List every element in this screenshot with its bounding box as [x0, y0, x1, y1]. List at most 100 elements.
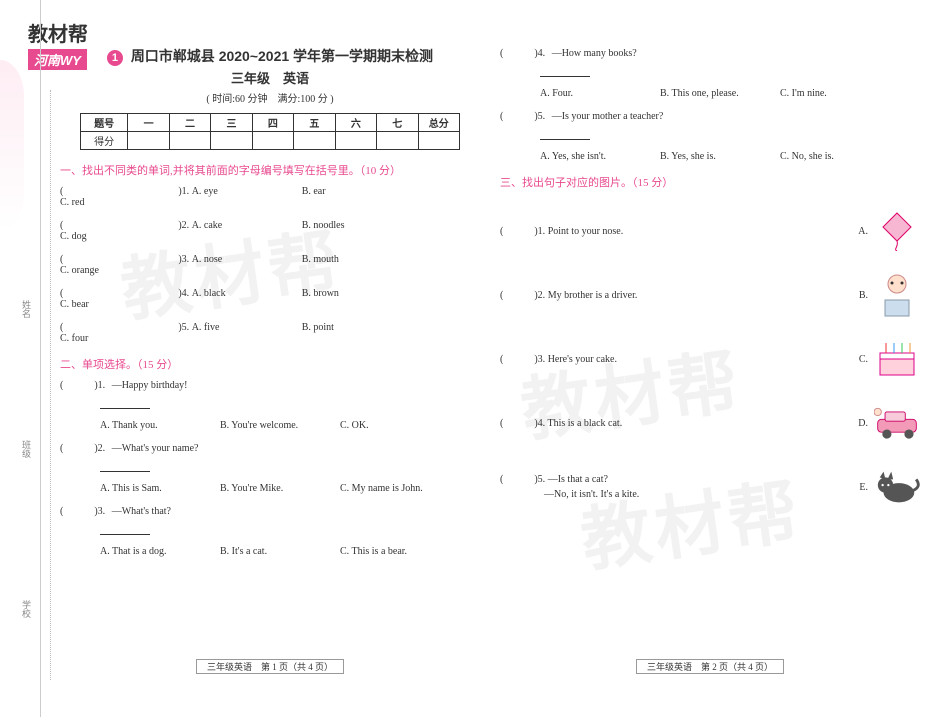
- page-2-footer: 三年级英语 第 2 页（共 4 页）: [636, 659, 784, 674]
- th: 总分: [418, 114, 459, 132]
- blank-line: [540, 67, 590, 77]
- option: C. orange: [60, 265, 170, 276]
- match-row: ( )1. Point to your nose. A.: [500, 208, 920, 254]
- decor-blob: [0, 60, 24, 230]
- question-text: My brother is a driver.: [548, 290, 638, 301]
- question-row: ( )5. A. fiveB. pointC. four: [60, 322, 480, 344]
- option: B. mouth: [302, 254, 412, 265]
- option: C. four: [60, 333, 170, 344]
- binding-dots: [50, 90, 51, 680]
- question-text: —What's your name?: [112, 443, 199, 454]
- side-label-name: 姓名: [20, 300, 33, 318]
- cat-icon: [874, 464, 920, 510]
- th: 三: [211, 114, 252, 132]
- exam-info: ( 时间:60 分钟 满分:100 分 ): [60, 90, 480, 105]
- option: A. cake: [192, 220, 302, 231]
- th: 七: [377, 114, 418, 132]
- td: [169, 132, 210, 150]
- option: B. You're welcome.: [220, 420, 340, 431]
- option: A. This is Sam.: [100, 483, 220, 494]
- picture-label: D.: [858, 418, 868, 429]
- match-row: ( )3. Here's your cake. C.: [500, 336, 920, 382]
- th: 四: [252, 114, 293, 132]
- option: C. No, she is.: [780, 151, 900, 162]
- match-row: ( )4. This is a black cat. D.: [500, 400, 920, 446]
- question-row: ( )2. —What's your name? A. This is Sam.…: [60, 443, 480, 494]
- table-row: 得分: [81, 132, 460, 150]
- side-label-class: 班级: [20, 440, 33, 458]
- option: A. eye: [192, 186, 302, 197]
- td: [211, 132, 252, 150]
- question-row: ( )4. —How many books? A. Four.B. This o…: [500, 48, 920, 99]
- question-text: —Is your mother a teacher?: [552, 111, 664, 122]
- option: C. My name is John.: [340, 483, 460, 494]
- td: [252, 132, 293, 150]
- section-2-title: 二、单项选择。（15 分）: [60, 356, 480, 372]
- question-text: This is a black cat.: [548, 418, 623, 429]
- picture-label: C.: [859, 354, 868, 365]
- question-text: —Is that a cat?: [548, 474, 608, 485]
- section-3-title: 三、找出句子对应的图片。（15 分）: [500, 174, 920, 190]
- question-text: —How many books?: [552, 48, 637, 59]
- question-text: —What's that?: [112, 506, 171, 517]
- question-row: ( )2. A. cakeB. noodlesC. dog: [60, 220, 480, 242]
- question-text: Here's your cake.: [548, 354, 617, 365]
- question-row: ( )3. —What's that? A. That is a dog.B. …: [60, 506, 480, 557]
- td: [377, 132, 418, 150]
- blank-line: [100, 525, 150, 535]
- question-row: ( )5. —Is your mother a teacher? A. Yes,…: [500, 111, 920, 162]
- picture-label: E.: [859, 482, 868, 493]
- option: A. five: [192, 322, 302, 333]
- question-text: —Happy birthday!: [112, 380, 188, 391]
- td: [294, 132, 335, 150]
- td: 得分: [81, 132, 128, 150]
- option: C. bear: [60, 299, 170, 310]
- option: B. You're Mike.: [220, 483, 340, 494]
- section-1-title: 一、找出不同类的单词,并将其前面的字母编号填写在括号里。（10 分）: [60, 162, 480, 178]
- td: [418, 132, 459, 150]
- page-1: 1 周口市郸城县 2020~2021 学年第一学期期末检测 三年级 英语 ( 时…: [60, 40, 480, 680]
- option: B. ear: [302, 186, 412, 197]
- side-label-school: 学校: [20, 600, 33, 618]
- question-row: ( )1. —Happy birthday! A. Thank you.B. Y…: [60, 380, 480, 431]
- question-row: ( )3. A. noseB. mouthC. orange: [60, 254, 480, 276]
- car-icon: [874, 400, 920, 446]
- question-text-2: —No, it isn't. It's a kite.: [544, 489, 639, 500]
- picture-label: A.: [858, 226, 868, 237]
- title-text: 周口市郸城县 2020~2021 学年第一学期期末检测: [131, 48, 433, 64]
- option: A. Thank you.: [100, 420, 220, 431]
- title-badge: 1: [107, 50, 123, 66]
- score-table: 题号 一 二 三 四 五 六 七 总分 得分: [80, 113, 460, 150]
- exam-grade-subject: 三年级 英语: [60, 68, 480, 87]
- blank-line: [100, 399, 150, 409]
- th: 五: [294, 114, 335, 132]
- option: B. It's a cat.: [220, 546, 340, 557]
- option: A. Four.: [540, 88, 660, 99]
- option: A. nose: [192, 254, 302, 265]
- option: A. That is a dog.: [100, 546, 220, 557]
- question-row: ( )4. A. blackB. brownC. bear: [60, 288, 480, 310]
- option: C. red: [60, 197, 170, 208]
- option: C. I'm nine.: [780, 88, 900, 99]
- blank-line: [540, 130, 590, 140]
- picture-label: B.: [859, 290, 868, 301]
- option: C. OK.: [340, 420, 460, 431]
- th: 一: [128, 114, 169, 132]
- kite-icon: [874, 208, 920, 254]
- th: 二: [169, 114, 210, 132]
- binding-edge: [40, 0, 41, 717]
- match-row: ( )5. —Is that a cat? —No, it isn't. It'…: [500, 464, 920, 510]
- option: C. dog: [60, 231, 170, 242]
- td: [128, 132, 169, 150]
- exam-title: 1 周口市郸城县 2020~2021 学年第一学期期末检测: [60, 46, 480, 66]
- option: B. point: [302, 322, 412, 333]
- option: B. This one, please.: [660, 88, 780, 99]
- option: A. Yes, she isn't.: [540, 151, 660, 162]
- page-2: ( )4. —How many books? A. Four.B. This o…: [500, 40, 920, 680]
- td: [335, 132, 376, 150]
- boy-icon: [874, 272, 920, 318]
- page-1-footer: 三年级英语 第 1 页（共 4 页）: [196, 659, 344, 674]
- option: B. noodles: [302, 220, 412, 231]
- question-row: ( )1. A. eyeB. earC. red: [60, 186, 480, 208]
- th: 六: [335, 114, 376, 132]
